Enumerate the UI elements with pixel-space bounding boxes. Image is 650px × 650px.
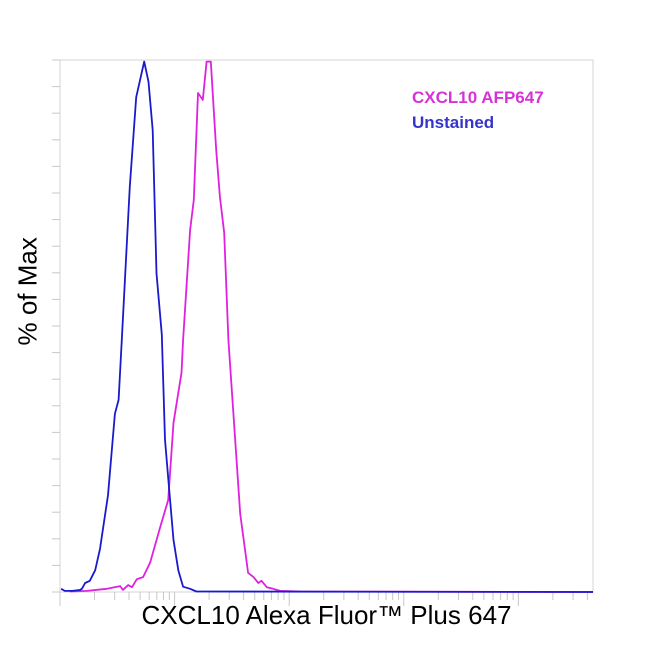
plot-frame bbox=[59, 59, 594, 593]
series-line-cxcl10-afp647 bbox=[70, 60, 594, 593]
legend-item-unstained: Unstained bbox=[412, 113, 495, 132]
x-axis-label: CXCL10 Alexa Fluor™ Plus 647 bbox=[141, 600, 512, 630]
legend-item-cxcl10: CXCL10 AFP647 bbox=[412, 88, 544, 107]
y-axis-label: % of Max bbox=[12, 237, 43, 346]
series-line-unstained bbox=[60, 60, 594, 593]
